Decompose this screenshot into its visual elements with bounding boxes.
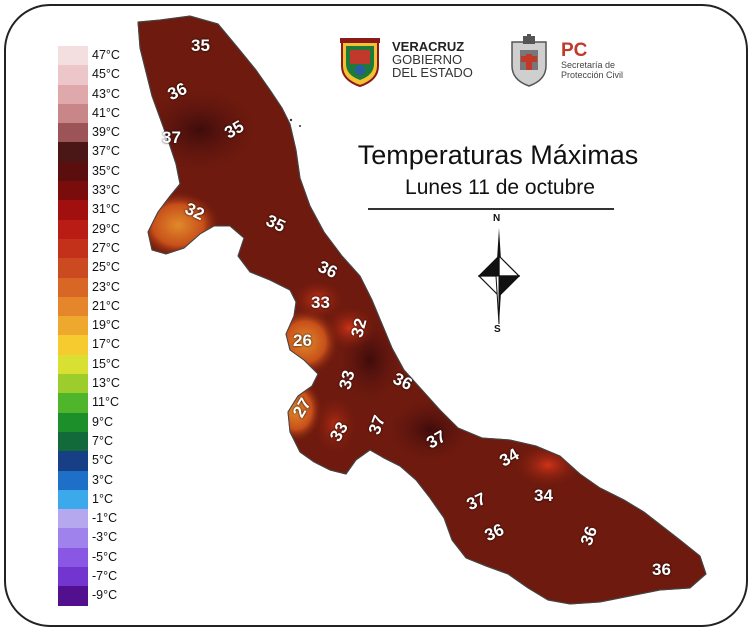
legend-label: 45°C xyxy=(92,67,120,82)
legend-swatch xyxy=(58,123,88,143)
legend-swatch xyxy=(58,103,88,124)
legend-swatch xyxy=(58,296,88,317)
legend-label: 35°C xyxy=(92,163,120,178)
legend-label: 9°C xyxy=(92,414,113,429)
legend-label: 47°C xyxy=(92,48,120,62)
legend-swatch xyxy=(58,219,88,239)
legend-label: 15°C xyxy=(92,356,120,371)
legend-label: 13°C xyxy=(92,376,120,391)
legend-label: -5°C xyxy=(92,549,118,564)
legend-swatch xyxy=(58,431,88,452)
legend-label: 5°C xyxy=(92,453,113,468)
map-value-label: 26 xyxy=(293,331,312,350)
legend-swatch xyxy=(58,316,88,336)
legend-label: 19°C xyxy=(92,318,120,333)
map-value-label: 33 xyxy=(311,293,330,312)
map-subtitle: Lunes 11 de octubre xyxy=(405,176,595,199)
legend-label: 7°C xyxy=(92,433,113,448)
legend-label: 1°C xyxy=(92,491,113,506)
legend-swatch xyxy=(58,238,88,259)
map-value-label: 36 xyxy=(652,560,671,579)
legend-swatch xyxy=(58,489,88,510)
legend-label: 23°C xyxy=(92,279,120,294)
legend-label: 33°C xyxy=(92,183,120,198)
legend-swatch xyxy=(58,509,88,529)
pc-text: PC Secretaría de Protección Civil xyxy=(561,40,624,80)
legend-label: 37°C xyxy=(92,144,120,159)
pc-title: PC xyxy=(561,40,588,61)
legend-label: 41°C xyxy=(92,105,120,120)
legend-label: 11°C xyxy=(92,395,120,410)
veracruz-subtitle-2: DEL ESTADO xyxy=(392,65,473,80)
compass-south-label: S xyxy=(494,324,501,335)
compass-north-label: N xyxy=(493,213,501,224)
legend-swatch xyxy=(58,84,88,104)
legend-label: 25°C xyxy=(92,260,120,275)
map-value-label: 34 xyxy=(534,486,553,505)
legend-swatch xyxy=(58,567,88,587)
legend-swatch xyxy=(58,258,88,278)
legend-swatch xyxy=(58,46,88,66)
legend-label: 17°C xyxy=(92,337,120,352)
map-value-label: 37 xyxy=(162,128,181,147)
legend-swatch xyxy=(58,181,88,201)
legend-label: 43°C xyxy=(92,86,120,101)
legend-swatch xyxy=(58,161,88,182)
legend-label: 21°C xyxy=(92,298,120,313)
legend-swatch xyxy=(58,470,88,490)
legend-swatch xyxy=(58,374,88,394)
legend-swatch xyxy=(58,528,88,548)
legend-label: 29°C xyxy=(92,221,120,236)
legend-label: -3°C xyxy=(92,530,118,545)
veracruz-subtitle-1: GOBIERNO xyxy=(392,52,463,67)
legend-swatch xyxy=(58,586,88,606)
legend-swatch xyxy=(58,65,88,85)
veracruz-gov-text: VERACRUZ GOBIERNO DEL ESTADO xyxy=(392,40,473,79)
title-divider xyxy=(368,208,614,210)
map-value-label: 35 xyxy=(191,36,210,55)
legend-swatch xyxy=(58,547,88,568)
legend-swatch xyxy=(58,393,88,413)
legend-label: 31°C xyxy=(92,202,120,217)
map-title: Temperaturas Máximas xyxy=(357,140,639,170)
veracruz-coat-of-arms-logo xyxy=(340,38,380,88)
legend-label: -1°C xyxy=(92,511,118,526)
legend-label: -9°C xyxy=(92,588,118,603)
legend-label: 3°C xyxy=(92,472,113,487)
pc-subtitle-1: Secretaría de xyxy=(561,60,616,70)
legend-swatch xyxy=(58,354,88,375)
legend-label: 27°C xyxy=(92,240,120,255)
legend-label: 39°C xyxy=(92,125,120,140)
legend-swatch xyxy=(58,277,88,297)
proteccion-civil-logo xyxy=(511,34,547,87)
legend-swatch xyxy=(58,412,88,432)
legend-swatch xyxy=(58,200,88,220)
legend-swatch xyxy=(58,335,88,355)
legend-swatch xyxy=(58,451,88,471)
north-arrow-icon xyxy=(478,228,520,324)
legend-label: -7°C xyxy=(92,569,118,584)
veracruz-title: VERACRUZ xyxy=(392,39,465,54)
legend-swatch xyxy=(58,142,88,162)
pc-subtitle-2: Protección Civil xyxy=(561,70,624,80)
